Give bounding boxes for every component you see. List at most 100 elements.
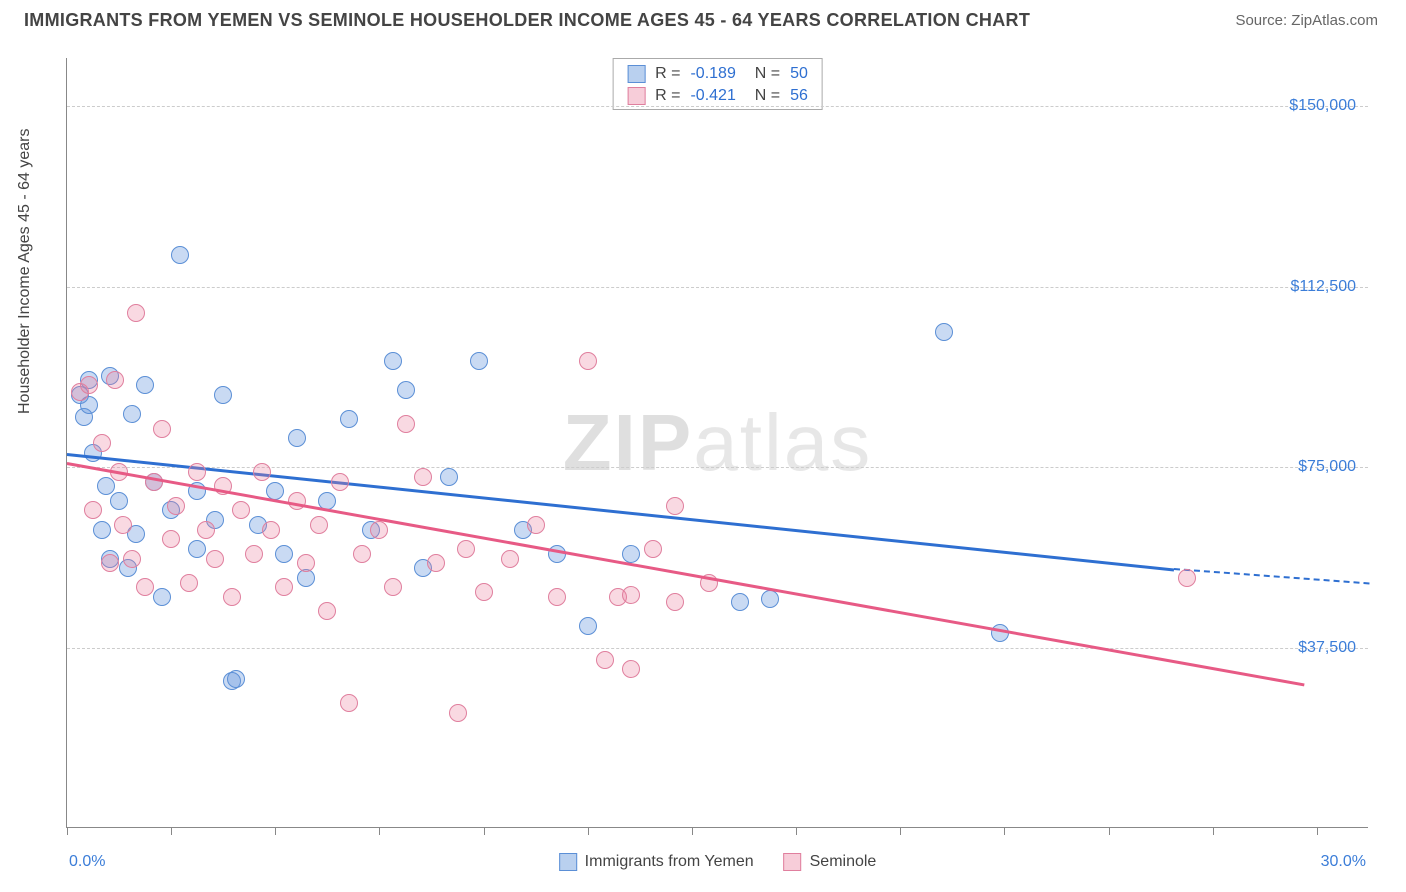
legend-series: Immigrants from Yemen Seminole <box>559 853 877 871</box>
trend-line-extrapolated <box>1174 568 1369 584</box>
data-point <box>180 574 198 592</box>
watermark-light: atlas <box>693 398 872 487</box>
data-point <box>427 554 445 572</box>
data-point <box>288 492 306 510</box>
data-point <box>262 521 280 539</box>
legend-swatch-a <box>559 853 577 871</box>
data-point <box>761 590 779 608</box>
data-point <box>123 405 141 423</box>
data-point <box>622 545 640 563</box>
x-tick <box>275 827 276 835</box>
data-point <box>644 540 662 558</box>
data-point <box>1178 569 1196 587</box>
gridline <box>67 106 1368 107</box>
data-point <box>579 617 597 635</box>
data-point <box>93 521 111 539</box>
data-point <box>397 381 415 399</box>
data-point <box>622 586 640 604</box>
x-tick <box>1213 827 1214 835</box>
x-tick-label-right: 30.0% <box>1321 853 1366 871</box>
legend-n-value-a: 50 <box>790 65 808 83</box>
x-tick <box>1004 827 1005 835</box>
data-point <box>440 468 458 486</box>
y-tick-label: $150,000 <box>1289 97 1356 115</box>
data-point <box>501 550 519 568</box>
data-point <box>127 304 145 322</box>
data-point <box>232 501 250 519</box>
legend-n-value-b: 56 <box>790 87 808 105</box>
data-point <box>470 352 488 370</box>
chart-container: Householder Income Ages 45 - 64 years ZI… <box>24 44 1382 882</box>
trend-line <box>67 462 1304 686</box>
data-point <box>275 578 293 596</box>
legend-swatch-b <box>784 853 802 871</box>
data-point <box>153 420 171 438</box>
data-point <box>188 463 206 481</box>
data-point <box>475 583 493 601</box>
data-point <box>171 246 189 264</box>
legend-item-a: Immigrants from Yemen <box>559 853 754 871</box>
data-point <box>245 545 263 563</box>
data-point <box>110 492 128 510</box>
data-point <box>457 540 475 558</box>
y-tick-label: $112,500 <box>1290 278 1356 296</box>
data-point <box>666 497 684 515</box>
data-point <box>288 429 306 447</box>
data-point <box>527 516 545 534</box>
source-attribution: Source: ZipAtlas.com <box>1235 12 1378 29</box>
data-point <box>731 593 749 611</box>
data-point <box>153 588 171 606</box>
data-point <box>579 352 597 370</box>
data-point <box>206 550 224 568</box>
data-point <box>384 578 402 596</box>
data-point <box>114 516 132 534</box>
gridline <box>67 287 1368 288</box>
legend-row-a: R = -0.189 N = 50 <box>627 63 808 85</box>
x-tick <box>588 827 589 835</box>
data-point <box>548 588 566 606</box>
legend-r-label: R = <box>655 65 680 83</box>
x-tick <box>692 827 693 835</box>
data-point <box>123 550 141 568</box>
y-tick-label: $75,000 <box>1298 458 1356 476</box>
data-point <box>97 477 115 495</box>
data-point <box>253 463 271 481</box>
data-point <box>935 323 953 341</box>
x-tick <box>67 827 68 835</box>
x-tick-label-left: 0.0% <box>69 853 105 871</box>
y-tick-label: $37,500 <box>1298 639 1356 657</box>
data-point <box>297 554 315 572</box>
x-tick <box>796 827 797 835</box>
data-point <box>223 588 241 606</box>
data-point <box>370 521 388 539</box>
data-point <box>384 352 402 370</box>
data-point <box>666 593 684 611</box>
data-point <box>188 540 206 558</box>
data-point <box>548 545 566 563</box>
data-point <box>340 694 358 712</box>
data-point <box>106 371 124 389</box>
legend-swatch-b <box>627 87 645 105</box>
legend-label-a: Immigrants from Yemen <box>585 853 754 871</box>
data-point <box>227 670 245 688</box>
x-tick <box>1109 827 1110 835</box>
data-point <box>340 410 358 428</box>
data-point <box>136 376 154 394</box>
data-point <box>310 516 328 534</box>
chart-title: IMMIGRANTS FROM YEMEN VS SEMINOLE HOUSEH… <box>24 10 1030 31</box>
x-tick <box>379 827 380 835</box>
data-point <box>596 651 614 669</box>
data-point <box>101 554 119 572</box>
data-point <box>449 704 467 722</box>
data-point <box>353 545 371 563</box>
legend-correlation: R = -0.189 N = 50 R = -0.421 N = 56 <box>612 58 823 110</box>
data-point <box>318 602 336 620</box>
data-point <box>414 468 432 486</box>
legend-n-label: N = <box>746 87 780 105</box>
legend-item-b: Seminole <box>784 853 877 871</box>
legend-label-b: Seminole <box>810 853 877 871</box>
x-tick <box>900 827 901 835</box>
watermark: ZIPatlas <box>563 397 872 489</box>
data-point <box>214 386 232 404</box>
data-point <box>145 473 163 491</box>
